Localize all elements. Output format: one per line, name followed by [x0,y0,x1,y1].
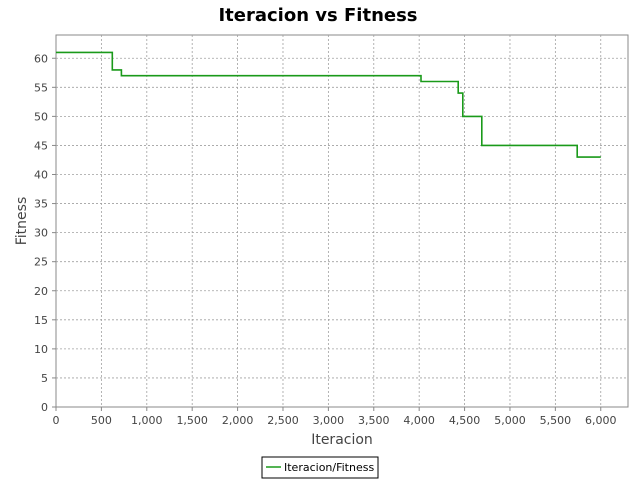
x-tick-label: 5,000 [494,414,526,427]
legend-box [261,456,379,479]
x-tick-label: 1,500 [176,414,208,427]
x-tick-label: 4,000 [403,414,435,427]
y-tick-label: 40 [34,169,48,182]
x-tick-label: 2,000 [222,414,254,427]
x-tick-label: 3,000 [313,414,345,427]
x-tick-label: 6,000 [585,414,617,427]
axes: 0 500 1,000 1,500 2,000 2,500 3,000 3,500 4,000 4… [34,52,617,427]
y-tick-label: 15 [34,314,48,327]
series-layer [56,51,601,158]
x-axis-label: Iteracion [311,432,373,448]
y-tick-label: 5 [41,372,48,385]
x-tick-label: 1,000 [131,414,163,427]
series-line [56,51,601,158]
x-tick-label: 5,500 [540,414,572,427]
x-tick-label: 500 [91,414,112,427]
y-tick-label: 50 [34,110,48,123]
legend-label: Iteracion/Fitness [284,461,374,474]
y-tick-label: 20 [34,285,48,298]
y-tick-label: 45 [34,139,48,152]
y-axis-label: Fitness [14,197,30,246]
grid [56,35,628,407]
y-tick-label: 35 [34,198,48,211]
y-tick-label: 10 [34,343,48,356]
y-tick-label: 25 [34,256,48,269]
y-tick-label: 0 [41,401,48,414]
y-tick-label: 55 [34,81,48,94]
x-tick-label: 4,500 [449,414,481,427]
x-tick-label: 0 [53,414,60,427]
y-tick-label: 60 [34,52,48,65]
y-tick-label: 30 [34,227,48,240]
plot-area [55,34,629,408]
legend: Iteracion/Fitness [261,456,379,479]
x-tick-label: 2,500 [267,414,299,427]
x-tick-label: 3,500 [358,414,390,427]
chart-title: Iteracion vs Fitness [218,5,417,26]
